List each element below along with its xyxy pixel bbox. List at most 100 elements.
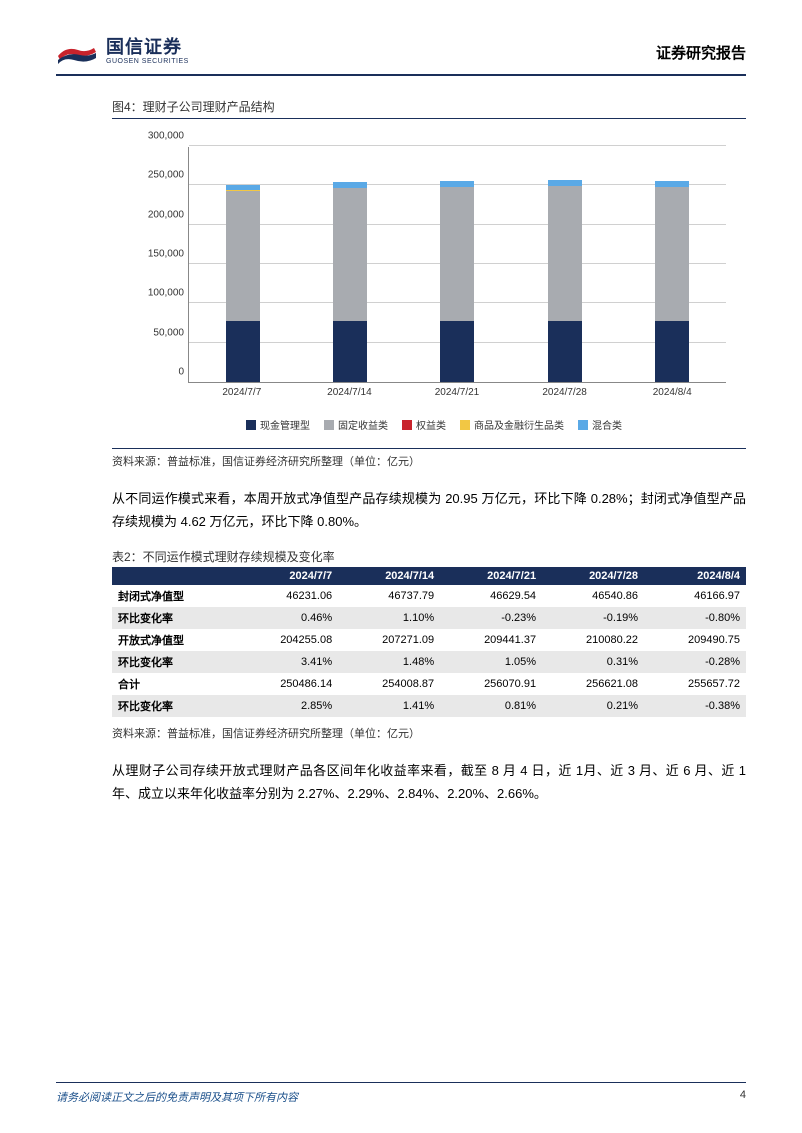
company-logo-icon bbox=[56, 38, 98, 66]
table-cell: -0.23% bbox=[440, 607, 542, 629]
bar-segment bbox=[440, 187, 474, 321]
table-cell: 3.41% bbox=[236, 651, 338, 673]
table-row: 开放式净值型204255.08207271.09209441.37210080.… bbox=[112, 629, 746, 651]
table-cell: 1.41% bbox=[338, 695, 440, 717]
table-cell: -0.80% bbox=[644, 607, 746, 629]
table-cell: 0.81% bbox=[440, 695, 542, 717]
table-source: 资料来源：普益标准，国信证券经济研究所整理（单位：亿元） bbox=[112, 723, 746, 741]
table-cell: 46166.97 bbox=[644, 585, 746, 607]
table-cell: 封闭式净值型 bbox=[112, 585, 236, 607]
table-row: 环比变化率2.85%1.41%0.81%0.21%-0.38% bbox=[112, 695, 746, 717]
paragraph-1: 从不同运作模式来看，本周开放式净值型产品存续规模为 20.95 万亿元，环比下降… bbox=[112, 487, 746, 534]
table-cell: 207271.09 bbox=[338, 629, 440, 651]
table-header-cell: 2024/7/28 bbox=[542, 567, 644, 585]
chart-legend: 现金管理型 固定收益类 权益类 商品及金融衍生品类 混合类 bbox=[142, 417, 726, 432]
x-tick-label: 2024/8/4 bbox=[642, 387, 702, 407]
legend-item: 商品及金融衍生品类 bbox=[460, 417, 564, 432]
table-cell: 46629.54 bbox=[440, 585, 542, 607]
legend-item: 权益类 bbox=[402, 417, 446, 432]
table-row: 环比变化率0.46%1.10%-0.23%-0.19%-0.80% bbox=[112, 607, 746, 629]
x-tick-label: 2024/7/28 bbox=[535, 387, 595, 407]
bar-segment bbox=[226, 321, 260, 382]
table-cell: -0.38% bbox=[644, 695, 746, 717]
table-header-cell: 2024/7/14 bbox=[338, 567, 440, 585]
legend-swatch-icon bbox=[324, 420, 334, 430]
table-cell: 210080.22 bbox=[542, 629, 644, 651]
legend-item: 现金管理型 bbox=[246, 417, 310, 432]
table-title: 表2：不同运作模式理财存续规模及变化率 bbox=[112, 548, 746, 565]
table-cell: 46540.86 bbox=[542, 585, 644, 607]
table-cell: 46231.06 bbox=[236, 585, 338, 607]
legend-label: 混合类 bbox=[592, 417, 622, 432]
y-tick-label: 200,000 bbox=[148, 209, 184, 220]
table-cell: 1.48% bbox=[338, 651, 440, 673]
logo-block: 国信证券 GUOSEN SECURITIES bbox=[56, 38, 189, 66]
y-tick-label: 100,000 bbox=[148, 288, 184, 299]
table-cell: 204255.08 bbox=[236, 629, 338, 651]
y-tick-label: 300,000 bbox=[148, 131, 184, 142]
table-row: 封闭式净值型46231.0646737.7946629.5446540.8646… bbox=[112, 585, 746, 607]
table-cell: 1.05% bbox=[440, 651, 542, 673]
table-header-cell: 2024/7/21 bbox=[440, 567, 542, 585]
y-tick-label: 50,000 bbox=[153, 327, 184, 338]
chart-container: 050,000100,000150,000200,000250,000300,0… bbox=[112, 123, 746, 442]
page-number: 4 bbox=[740, 1089, 746, 1105]
legend-label: 商品及金融衍生品类 bbox=[474, 417, 564, 432]
footer-disclaimer: 请务必阅读正文之后的免责声明及其项下所有内容 bbox=[56, 1089, 298, 1105]
table-cell: 46737.79 bbox=[338, 585, 440, 607]
bar-segment bbox=[548, 186, 582, 321]
legend-swatch-icon bbox=[578, 420, 588, 430]
table-cell: 2.85% bbox=[236, 695, 338, 717]
document-type: 证券研究报告 bbox=[656, 42, 746, 63]
bar-segment bbox=[655, 321, 689, 382]
table-cell: 环比变化率 bbox=[112, 607, 236, 629]
x-tick-label: 2024/7/21 bbox=[427, 387, 487, 407]
x-tick-label: 2024/7/7 bbox=[212, 387, 272, 407]
table-cell: 255657.72 bbox=[644, 673, 746, 695]
legend-label: 现金管理型 bbox=[260, 417, 310, 432]
bar-segment bbox=[333, 321, 367, 382]
y-tick-label: 250,000 bbox=[148, 170, 184, 181]
table-cell: 254008.87 bbox=[338, 673, 440, 695]
bar-segment bbox=[440, 321, 474, 382]
company-name-cn: 国信证券 bbox=[106, 38, 189, 58]
bar-group bbox=[655, 181, 689, 382]
table-cell: -0.19% bbox=[542, 607, 644, 629]
bar-segment bbox=[226, 191, 260, 321]
bar-segment bbox=[655, 187, 689, 322]
company-name-en: GUOSEN SECURITIES bbox=[106, 58, 189, 66]
table-cell: 1.10% bbox=[338, 607, 440, 629]
table-cell: -0.28% bbox=[644, 651, 746, 673]
y-tick-label: 0 bbox=[178, 367, 184, 378]
data-table: 2024/7/72024/7/142024/7/212024/7/282024/… bbox=[112, 567, 746, 717]
x-tick-label: 2024/7/14 bbox=[319, 387, 379, 407]
bar-group bbox=[440, 181, 474, 382]
table-cell: 合计 bbox=[112, 673, 236, 695]
page-header: 国信证券 GUOSEN SECURITIES 证券研究报告 bbox=[56, 38, 746, 76]
bar-group bbox=[333, 182, 367, 382]
table-header-cell: 2024/8/4 bbox=[644, 567, 746, 585]
table-cell: 256621.08 bbox=[542, 673, 644, 695]
table-cell: 209441.37 bbox=[440, 629, 542, 651]
table-row: 合计250486.14254008.87256070.91256621.0825… bbox=[112, 673, 746, 695]
table-cell: 环比变化率 bbox=[112, 695, 236, 717]
legend-swatch-icon bbox=[460, 420, 470, 430]
legend-swatch-icon bbox=[402, 420, 412, 430]
legend-label: 权益类 bbox=[416, 417, 446, 432]
table-header-cell bbox=[112, 567, 236, 585]
table-cell: 256070.91 bbox=[440, 673, 542, 695]
figure-title: 图4：理财子公司理财产品结构 bbox=[112, 98, 746, 119]
table-cell: 0.46% bbox=[236, 607, 338, 629]
page-footer: 请务必阅读正文之后的免责声明及其项下所有内容 4 bbox=[56, 1082, 746, 1105]
figure-source: 资料来源：普益标准，国信证券经济研究所整理（单位：亿元） bbox=[112, 448, 746, 469]
table-cell: 209490.75 bbox=[644, 629, 746, 651]
legend-label: 固定收益类 bbox=[338, 417, 388, 432]
table-header-cell: 2024/7/7 bbox=[236, 567, 338, 585]
bar-segment bbox=[548, 321, 582, 382]
table-cell: 250486.14 bbox=[236, 673, 338, 695]
legend-swatch-icon bbox=[246, 420, 256, 430]
legend-item: 混合类 bbox=[578, 417, 622, 432]
table-cell: 0.21% bbox=[542, 695, 644, 717]
table-cell: 0.31% bbox=[542, 651, 644, 673]
table-cell: 开放式净值型 bbox=[112, 629, 236, 651]
